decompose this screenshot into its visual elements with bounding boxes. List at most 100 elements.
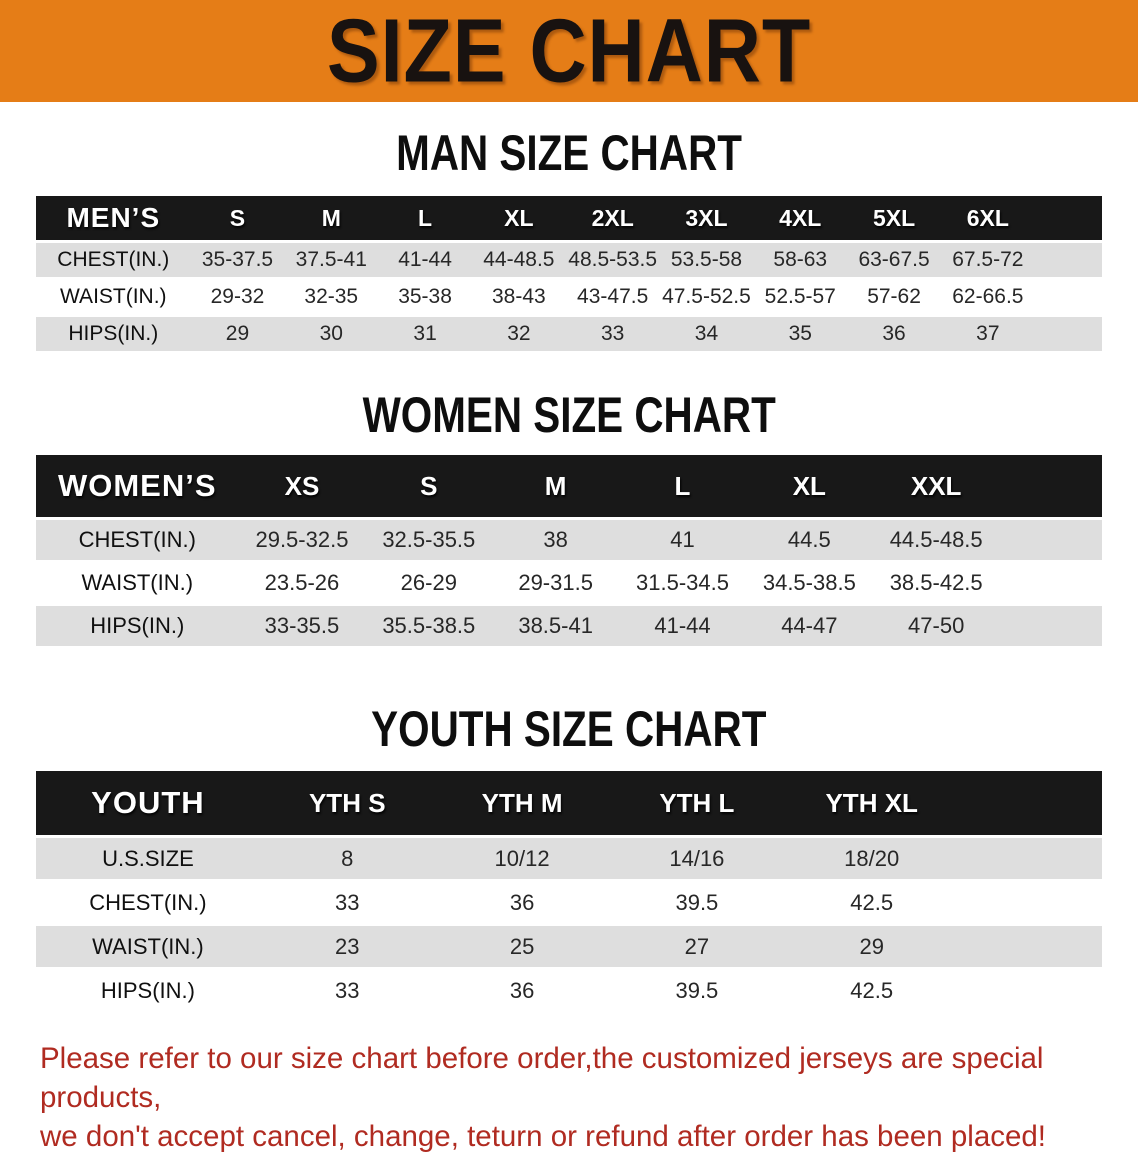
table-cell: M <box>492 455 620 517</box>
youth-waist-row: WAIST(IN.) 23 25 27 29 <box>36 926 1102 967</box>
table-cell: 39.5 <box>675 977 719 1003</box>
table-cell: 31.5-34.5 <box>636 570 729 595</box>
table-cell: 32 <box>471 317 566 351</box>
men-heading: MAN SIZE CHART <box>0 124 1138 181</box>
spacer-cell <box>959 882 1102 923</box>
spacer-cell <box>1000 563 1102 603</box>
women-section: WOMEN SIZE CHART WOMEN’S XS S M L XL XXL CHES… <box>0 386 1138 649</box>
table-cell: 35-37.5 <box>190 243 285 277</box>
table-cell: 34.5-38.5 <box>762 570 856 595</box>
table-cell: 53.5-58 <box>659 243 754 277</box>
table-cell: YTH S <box>259 771 435 835</box>
youth-chest-row: CHEST(IN.) 33 36 39.5 42.5 <box>36 882 1102 923</box>
women-hips-row: HIPS(IN.) 33-35.5 35.5-38.5 38.5-41 41-44 44… <box>36 606 1102 646</box>
table-cell: 42.5 <box>850 977 894 1003</box>
banner: SIZE CHART <box>0 0 1138 102</box>
table-cell: 37 <box>940 317 1035 351</box>
table-cell: 29-32 <box>210 285 265 308</box>
youth-table-label: YOUTH <box>36 771 260 835</box>
table-cell: 18/20 <box>784 838 960 879</box>
youth-section: YOUTH SIZE CHART YOUTH YTH S YTH M YTH L YT… <box>0 700 1138 1014</box>
table-cell: 38 <box>492 520 620 560</box>
table-cell: 58-63 <box>753 243 848 277</box>
spacer-cell <box>1034 196 1102 240</box>
disclaimer-note: Please refer to our size chart before or… <box>40 1039 1100 1157</box>
table-cell: 25 <box>434 926 610 967</box>
men-chest-row: CHEST(IN.) 35-37.5 37.5-41 41-44 44-48.5 48.… <box>36 243 1102 277</box>
table-cell: 44.5 <box>745 520 873 560</box>
table-cell: 44.5-48.5 <box>872 520 1000 560</box>
table-cell: YTH XL <box>784 771 960 835</box>
men-size-table: MEN’S S M L XL 2XL 3XL 4XL 5XL 6XL CHEST(IN.) 35… <box>36 193 1102 354</box>
table-cell: 43-47.5 <box>577 285 649 308</box>
table-cell: 5XL <box>847 196 941 240</box>
men-header-row: MEN’S S M L XL 2XL 3XL 4XL 5XL 6XL <box>36 196 1102 240</box>
spacer-cell <box>959 970 1102 1011</box>
table-cell: 31 <box>378 317 472 351</box>
table-cell: XS <box>238 455 366 517</box>
row-label: HIPS(IN.) <box>100 977 195 1003</box>
table-cell: 62-66.5 <box>952 285 1024 308</box>
table-cell: 26-29 <box>400 570 457 595</box>
table-cell: M <box>284 196 379 240</box>
row-label: U.S.SIZE <box>36 838 260 879</box>
banner-title: SIZE CHART <box>326 0 812 101</box>
table-cell: 33 <box>335 889 360 915</box>
row-label: HIPS(IN.) <box>36 606 239 646</box>
row-label: WAIST(IN.) <box>81 570 194 595</box>
table-cell: XL <box>745 455 873 517</box>
table-cell: 33 <box>565 317 660 351</box>
table-cell: 38-43 <box>492 285 546 308</box>
table-cell: 32-35 <box>304 285 359 308</box>
table-cell: 48.5-53.5 <box>565 243 660 277</box>
women-chest-row: CHEST(IN.) 29.5-32.5 32.5-35.5 38 41 44.5 44.… <box>36 520 1102 560</box>
table-cell: 38.5-41 <box>492 606 620 646</box>
table-cell: 47-50 <box>872 606 1000 646</box>
table-cell: 36 <box>509 977 535 1003</box>
table-cell: 41-44 <box>619 606 746 646</box>
youth-header-row: YOUTH YTH S YTH M YTH L YTH XL <box>36 771 1102 835</box>
youth-heading-text: YOUTH SIZE CHART <box>371 700 767 757</box>
spacer-cell <box>999 606 1102 646</box>
row-label: CHEST(IN.) <box>36 520 239 560</box>
men-heading-text: MAN SIZE CHART <box>396 124 742 181</box>
table-cell: 39.5 <box>675 889 719 915</box>
table-cell: 29.5-32.5 <box>238 520 366 560</box>
table-cell: S <box>365 455 493 517</box>
table-cell: 30 <box>284 317 379 351</box>
table-cell: 44-48.5 <box>471 243 566 277</box>
table-cell: XL <box>471 196 566 240</box>
table-cell: 8 <box>259 838 435 879</box>
disclaimer-line-2: we don't accept cancel, change, teturn o… <box>40 1120 1046 1154</box>
women-heading-text: WOMEN SIZE CHART <box>362 386 776 443</box>
table-cell: 57-62 <box>867 285 921 308</box>
spacer-cell <box>1034 243 1102 277</box>
table-cell: 33 <box>335 977 360 1003</box>
table-cell: 36 <box>847 317 941 351</box>
spacer-cell <box>999 520 1102 560</box>
row-label: HIPS(IN.) <box>36 317 191 351</box>
table-cell: 41-44 <box>378 243 472 277</box>
table-cell: 4XL <box>753 196 848 240</box>
women-size-table: WOMEN’S XS S M L XL XXL CHEST(IN.) 29.5-32.5 3… <box>36 452 1102 649</box>
table-cell: 34 <box>659 317 754 351</box>
row-label: CHEST(IN.) <box>36 243 191 277</box>
spacer-cell <box>999 455 1102 517</box>
men-waist-row: WAIST(IN.) 29-32 32-35 35-38 38-43 43-47.5 47… <box>36 280 1102 314</box>
women-header-row: WOMEN’S XS S M L XL XXL <box>36 455 1102 517</box>
table-cell: 41 <box>619 520 746 560</box>
table-cell: 44-47 <box>745 606 873 646</box>
row-label: CHEST(IN.) <box>89 889 207 915</box>
table-cell: 3XL <box>659 196 754 240</box>
youth-hips-row: HIPS(IN.) 33 36 39.5 42.5 <box>36 970 1102 1011</box>
spacer-cell <box>959 926 1102 967</box>
spacer-cell <box>1034 317 1102 351</box>
table-cell: 27 <box>609 926 785 967</box>
table-cell: 67.5-72 <box>940 243 1035 277</box>
spacer-cell <box>1035 280 1102 314</box>
men-section: MAN SIZE CHART MEN’S S M L XL 2XL 3XL 4XL 5XL 6X… <box>0 124 1138 354</box>
women-table-label: WOMEN’S <box>36 455 239 517</box>
table-cell: 35-38 <box>398 285 452 308</box>
table-cell: 29 <box>190 317 285 351</box>
